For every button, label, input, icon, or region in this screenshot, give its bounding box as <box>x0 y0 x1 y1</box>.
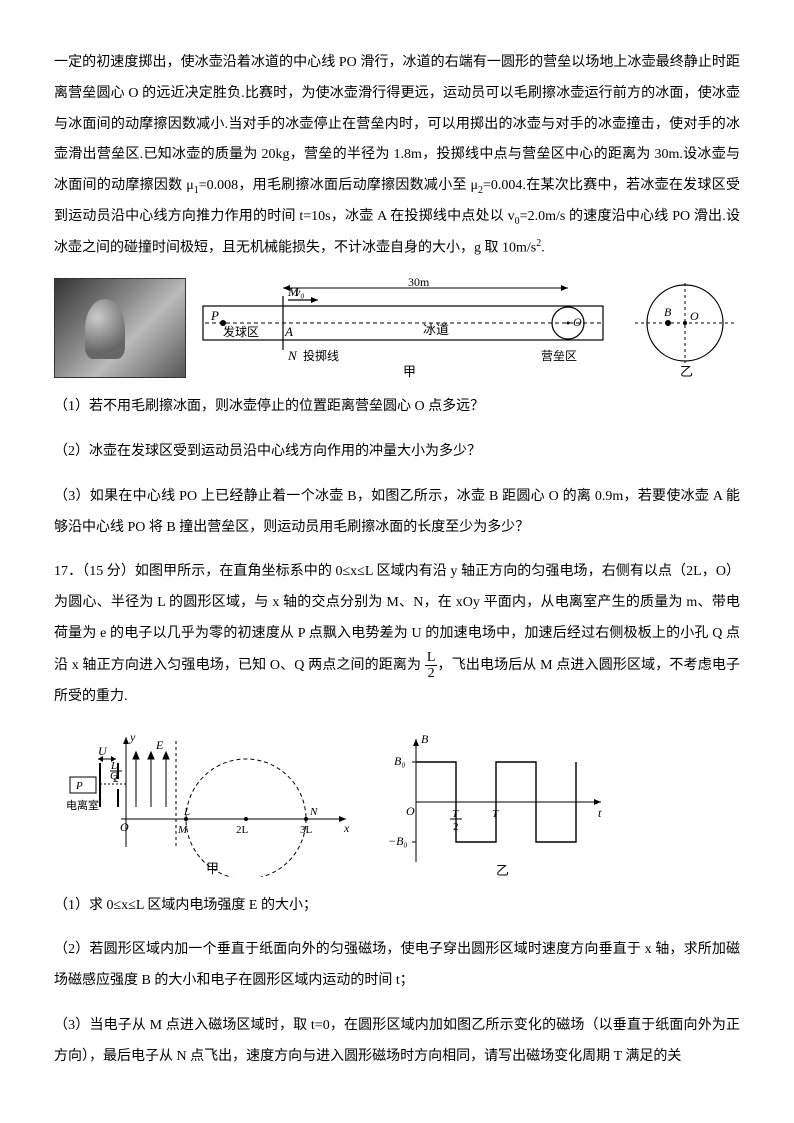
svg-text:N: N <box>287 348 298 363</box>
svg-text:B: B <box>421 732 429 746</box>
svg-text:B₀: B₀ <box>394 754 406 768</box>
svg-text:T: T <box>452 808 459 820</box>
svg-text:3L: 3L <box>300 824 313 836</box>
p17-q2: （2）若圆形区域内加一个垂直于纸面向外的匀强磁场，使电子穿出圆形区域时速度方向垂… <box>54 935 740 997</box>
fig16-diagram-right: B O 乙 <box>630 278 740 378</box>
svg-text:2: 2 <box>113 773 119 785</box>
svg-text:N: N <box>309 806 318 818</box>
frac-den: 2 <box>425 666 438 681</box>
fig17-right: t B O B₀ −B₀ T <box>386 727 616 877</box>
svg-text:甲: 甲 <box>403 364 416 378</box>
svg-text:乙: 乙 <box>496 863 509 877</box>
svg-text:30m: 30m <box>408 278 430 289</box>
svg-text:P: P <box>210 308 219 323</box>
svg-text:T: T <box>492 808 499 820</box>
svg-text:P: P <box>75 780 83 792</box>
svg-text:2L: 2L <box>236 824 249 836</box>
svg-text:电离室: 电离室 <box>66 798 99 812</box>
p16-q1: （1）若不用毛刷擦冰面，则冰壶停止的位置距离营垒圆心 O 点多远？ <box>54 392 740 423</box>
p17-body: 17．（15 分）如图甲所示，在直角坐标系中的 0≤x≤L 区域内有沿 y 轴正… <box>54 557 740 712</box>
svg-text:t: t <box>598 806 602 820</box>
svg-text:冰道: 冰道 <box>423 322 449 337</box>
svg-text:发球区: 发球区 <box>223 324 259 339</box>
svg-text:O: O <box>406 804 415 818</box>
fig17-left: P 电离室 U Q y x O <box>66 727 356 877</box>
svg-text:O: O <box>573 315 582 329</box>
svg-text:L: L <box>183 806 190 818</box>
frac-L2: L2 <box>425 650 438 682</box>
svg-text:L: L <box>110 760 117 772</box>
svg-text:B: B <box>664 305 672 319</box>
svg-text:y: y <box>129 730 136 744</box>
p16-q3: （3）如果在中心线 PO 上已经静止着一个冰壶 B，如图乙所示，冰壶 B 距圆心… <box>54 482 740 544</box>
p16-body: 一定的初速度掷出，使冰壶沿着冰道的中心线 PO 滑行，冰道的右端有一圆形的营垒以… <box>54 48 740 264</box>
svg-text:M: M <box>177 824 188 836</box>
fig16-row: M N P A v₀ 30m O 发球区 投掷线 冰道 营垒区 <box>54 278 740 378</box>
text: =0.008，用毛刷擦冰面后动摩擦因数减小至 μ <box>199 178 478 193</box>
fig17-row: P 电离室 U Q y x O <box>66 727 740 877</box>
svg-text:−B₀: −B₀ <box>388 834 408 848</box>
svg-text:v₀: v₀ <box>295 285 305 299</box>
svg-text:E: E <box>155 738 164 752</box>
svg-text:乙: 乙 <box>680 364 693 378</box>
fig16-diagram-left: M N P A v₀ 30m O 发球区 投掷线 冰道 营垒区 <box>192 278 624 378</box>
p16-q2: （2）冰壶在发球区受到运动员沿中心线方向作用的冲量大小为多少？ <box>54 437 740 468</box>
text: . <box>541 240 545 255</box>
text: 一定的初速度掷出，使冰壶沿着冰道的中心线 PO 滑行，冰道的右端有一圆形的营垒以… <box>54 55 740 193</box>
curling-photo <box>54 278 186 378</box>
frac-num: L <box>425 650 438 666</box>
svg-text:O: O <box>120 820 129 834</box>
text: 17．（15 分）如图甲所示，在直角坐标系中的 0≤x≤L 区域内有沿 y 轴正… <box>54 564 740 673</box>
svg-text:甲: 甲 <box>206 861 219 876</box>
svg-text:x: x <box>343 821 350 835</box>
svg-text:营垒区: 营垒区 <box>541 349 577 363</box>
p17-q3: （3）当电子从 M 点进入磁场区域时，取 t=0，在圆形区域内加如图乙所示变化的… <box>54 1011 740 1073</box>
svg-text:2: 2 <box>453 821 459 833</box>
svg-text:O: O <box>690 309 699 323</box>
svg-text:U: U <box>98 744 108 758</box>
svg-text:投掷线: 投掷线 <box>303 348 339 363</box>
svg-text:A: A <box>284 324 293 339</box>
p17-q1: （1）求 0≤x≤L 区域内电场强度 E 的大小； <box>54 891 740 922</box>
